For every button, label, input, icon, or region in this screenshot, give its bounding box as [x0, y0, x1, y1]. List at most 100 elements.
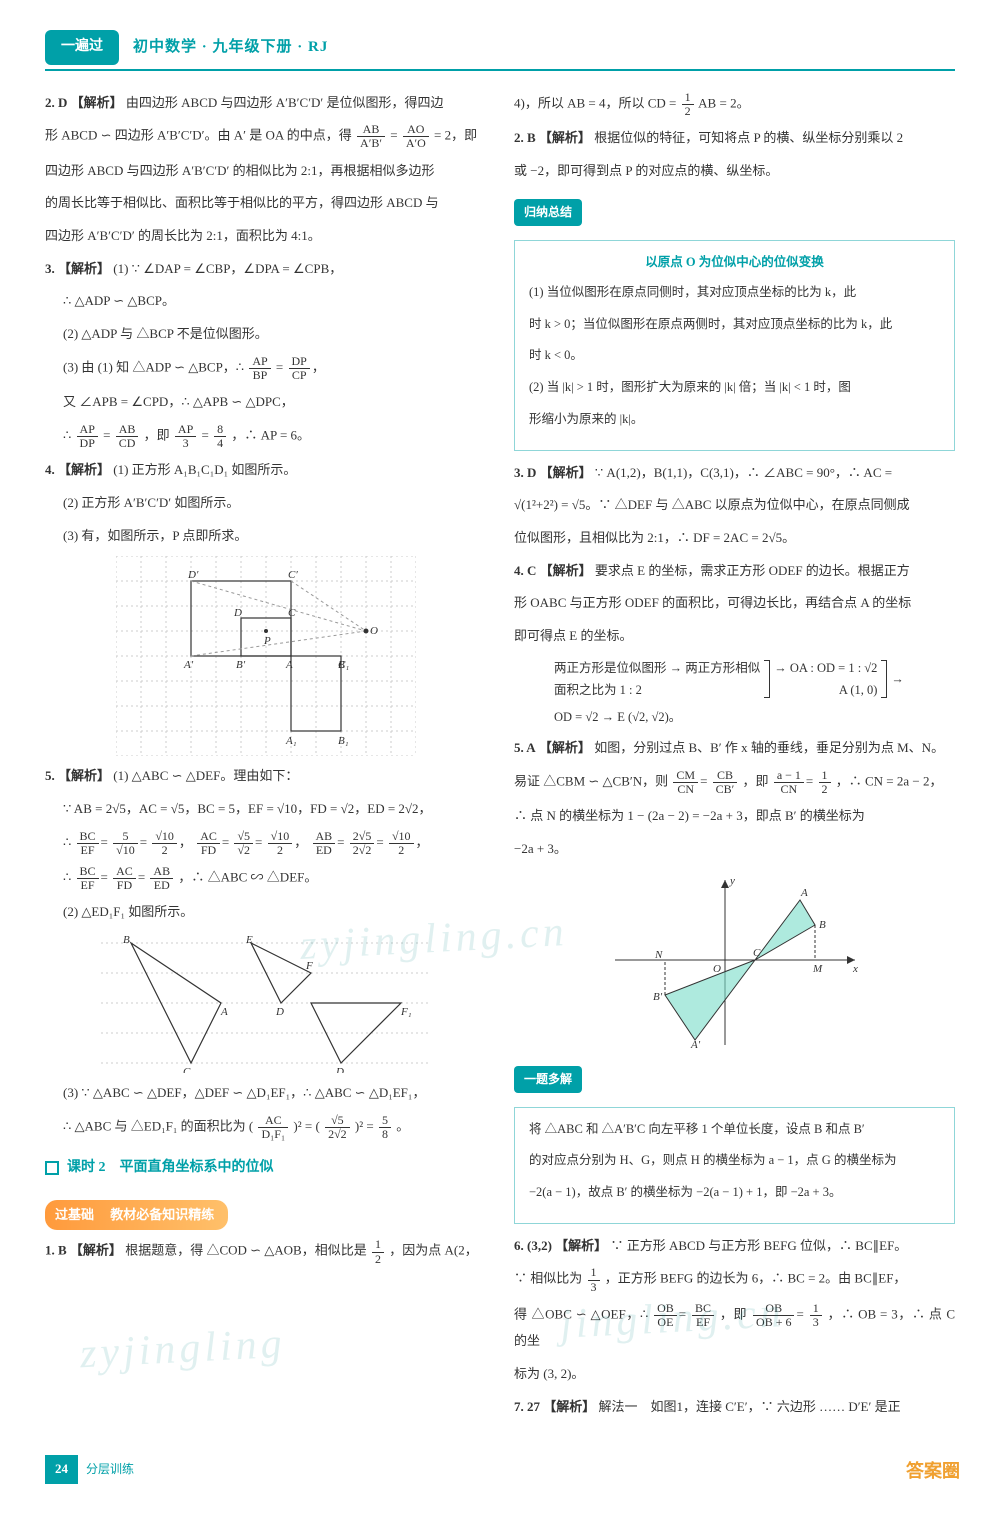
q3-p3a: (3) 由 (1) 知 △ADP ∽ △BCP，∴ APBP = DPCP， [45, 355, 486, 382]
text: ，正方形 BEFG 的边长为 6，∴ BC = 2。由 BC∥EF， [605, 1271, 907, 1286]
rq5-l2: 易证 △CBM ∽ △CB′N，则 CMCN= CBCB′ ，即 a − 1CN… [514, 769, 955, 796]
text: ，即 [720, 1306, 751, 1321]
page-header: 一遍过 初中数学 · 九年级下册 · RJ [45, 30, 955, 71]
rq3: 3. D 【解析】 ∵ A(1,2)，B(1,1)，C(3,1)，∴ ∠ABC … [514, 461, 955, 486]
q-num: 4. C [514, 563, 536, 578]
bracket-icon [764, 660, 770, 698]
svg-text:C: C [753, 947, 761, 959]
multi-solve-tag: 一题多解 [514, 1066, 582, 1093]
box-l3: 时 k < 0。 [529, 344, 940, 368]
q3-p3c: ∴ APDP = ABCD ，即 AP3 = 84 ，∴ AP = 6。 [45, 423, 486, 450]
svg-text:O: O [713, 963, 721, 975]
text: ∵ 相似比为 [514, 1271, 586, 1286]
svg-text:N: N [654, 949, 663, 961]
jiexi-label: 【解析】 [543, 1399, 595, 1414]
text: ，因为点 A(2， [389, 1243, 477, 1258]
text: )² = [355, 1118, 377, 1133]
page-footer: 24 分层训练 [45, 1455, 955, 1484]
svg-text:A₁: A₁ [285, 735, 297, 747]
text: 得 △OBC ∽ △OEF，∴ [514, 1306, 652, 1321]
svg-text:A′: A′ [690, 1039, 701, 1050]
text: 要求点 E 的坐标，需求正方形 ODEF 的边长。根据正方 [595, 563, 910, 578]
q3: 3. 【解析】 (1) ∵ ∠DAP = ∠CBP，∠DPA = ∠CPB， [45, 257, 486, 282]
svg-text:A′: A′ [183, 659, 194, 671]
box-l4: (2) 当 |k| > 1 时，图形扩大为原来的 |k| 倍；当 |k| < 1… [529, 376, 940, 400]
svg-text:C: C [288, 607, 296, 619]
rq6: 6. (3,2) 【解析】 ∵ 正方形 ABCD 与正方形 BEFG 位似，∴ … [514, 1234, 955, 1259]
q-num: 4. [45, 462, 55, 477]
svg-text:D: D [275, 1006, 284, 1018]
text: 形 ABCD ∽ 四边形 A′B′C′D′。由 A′ 是 OA 的中点，得 [45, 128, 352, 143]
chain-3: OD = √2 → E (√2, √2)。 [554, 706, 955, 729]
svg-text:C: C [183, 1066, 191, 1073]
fraction: AP3 [175, 423, 196, 450]
jiexi-label: 【解析】 [539, 740, 591, 755]
jiexi-label: 【解析】 [58, 768, 110, 783]
rq7: 7. 27 【解析】 解法一 如图1，连接 C′E′，∵ 六边形 …… D′E′… [514, 1395, 955, 1420]
q3-p3b: 又 ∠APB = ∠CPD，∴ △APB ∽ △DPC， [45, 390, 486, 415]
text: ，∴ AP = 6。 [231, 428, 310, 443]
svg-text:D: D [233, 607, 242, 619]
box-l1: (1) 当位似图形在原点同侧时，其对应顶点坐标的比为 k，此 [529, 281, 940, 305]
bracket-icon [881, 660, 887, 698]
rq2: 2. B 【解析】 根据位似的特征，可知将点 P 的横、纵坐标分别乘以 2 [514, 126, 955, 151]
svg-text:C₁: C₁ [338, 659, 349, 671]
jiexi-label: 【解析】 [71, 95, 123, 110]
text: (1) 正方形 A₁B₁C₁D₁ 如图所示。 [113, 462, 296, 477]
svg-text:A: A [285, 659, 293, 671]
box-title: 以原点 O 为位似中心的位似变换 [529, 251, 940, 275]
lesson-header: 课时 2 平面直角坐标系中的位似 [45, 1155, 486, 1182]
left-column: 2. D 【解析】 由四边形 ABCD 与四边形 A′B′C′D′ 是位似图形，… [45, 91, 486, 1428]
text: ∴ [63, 870, 75, 885]
svg-text:B: B [819, 919, 826, 931]
svg-text:A: A [220, 1006, 228, 1018]
svg-text:O: O [370, 625, 378, 637]
q4-p2: (2) 正方形 A′B′C′D′ 如图所示。 [45, 491, 486, 516]
text: ∵ A(1,2)，B(1,1)，C(3,1)，∴ ∠ABC = 90°，∴ AC… [595, 465, 892, 480]
figure-grid-2: BE FA DF₁ CD₁ [101, 933, 431, 1073]
text: )² = ( [293, 1118, 319, 1133]
text: ∴ △ABC 与 △ED₁F₁ 的面积比为 ( [63, 1118, 253, 1133]
rq2-l2: 或 −2，即可得到点 P 的对应点的横、纵坐标。 [514, 159, 955, 184]
summary-tag: 归纳总结 [514, 199, 582, 226]
svg-text:B: B [123, 934, 130, 946]
rq5-l4: −2a + 3。 [514, 837, 955, 862]
rq4: 4. C 【解析】 要求点 E 的坐标，需求正方形 ODEF 的边长。根据正方 [514, 559, 955, 584]
svg-text:E: E [245, 934, 253, 946]
q4-p3: (3) 有，如图所示，P 点即所求。 [45, 524, 486, 549]
q5-p4a: (3) ∵ △ABC ∽ △DEF，△DEF ∽ △D₁EF₁，∴ △ABC ∽… [45, 1081, 486, 1106]
q-num: 6. (3,2) [514, 1238, 552, 1253]
text: ∴ [63, 834, 75, 849]
q-num: 1. B [45, 1243, 67, 1258]
q2-l4: 的周长比等于相似比、面积比等于相似比的平方，得四边形 ABCD 与 [45, 191, 486, 216]
fraction: APBP [249, 355, 270, 382]
q5: 5. 【解析】 (1) △ABC ∽ △DEF。理由如下： [45, 764, 486, 789]
q-num: 7. 27 [514, 1399, 540, 1414]
sub-bar-label: 过基础 教材必备知识精练 [45, 1200, 228, 1231]
text: 。 [396, 1118, 409, 1133]
q4: 4. 【解析】 (1) 正方形 A₁B₁C₁D₁ 如图所示。 [45, 458, 486, 483]
text: = 2，即 [434, 128, 477, 143]
box2-l3: −2(a − 1)，故点 B′ 的横坐标为 −2(a − 1) + 1，即 −2… [529, 1181, 940, 1205]
svg-text:F: F [305, 960, 313, 972]
text: ，即 [743, 774, 772, 789]
q3-p1b: ∴ △ADP ∽ △BCP。 [45, 289, 486, 314]
q2: 2. D 【解析】 由四边形 ABCD 与四边形 A′B′C′D′ 是位似图形，… [45, 91, 486, 116]
rq4-l3: 即可得点 E 的坐标。 [514, 624, 955, 649]
text: 根据题意，得 △COD ∽ △AOB，相似比是 [125, 1243, 370, 1258]
q5-p2c: ∴ BCEF= ACFD= ABED ，∴ △ABC ∽ △DEF。 [45, 865, 486, 892]
q5-p2a: ∵ AB = 2√5，AC = √5，BC = 5，EF = √10，FD = … [45, 797, 486, 822]
q-num: 5. [45, 768, 55, 783]
figure-grid-1: D′C′ DC O A′B′ AB P A₁B₁ C₁ [116, 556, 416, 756]
svg-text:A: A [800, 887, 808, 899]
q-num: 2. D [45, 95, 67, 110]
text: ，∴ △ABC ∽ △DEF。 [178, 870, 317, 885]
right-column: 4)，所以 AB = 4，所以 CD = 12 AB = 2。 2. B 【解析… [514, 91, 955, 1428]
lesson-title: 课时 2 平面直角坐标系中的位似 [67, 1155, 274, 1182]
text: (1) △ABC ∽ △DEF。理由如下： [113, 768, 298, 783]
svg-text:B₁: B₁ [338, 735, 349, 747]
q3-p2: (2) △ADP 与 △BCP 不是位似图形。 [45, 322, 486, 347]
box2-l1: 将 △ABC 和 △A′B′C 向左平移 1 个单位长度，设点 B 和点 B′ [529, 1118, 940, 1142]
svg-text:C′: C′ [288, 569, 298, 581]
text: ，即 [144, 428, 170, 443]
